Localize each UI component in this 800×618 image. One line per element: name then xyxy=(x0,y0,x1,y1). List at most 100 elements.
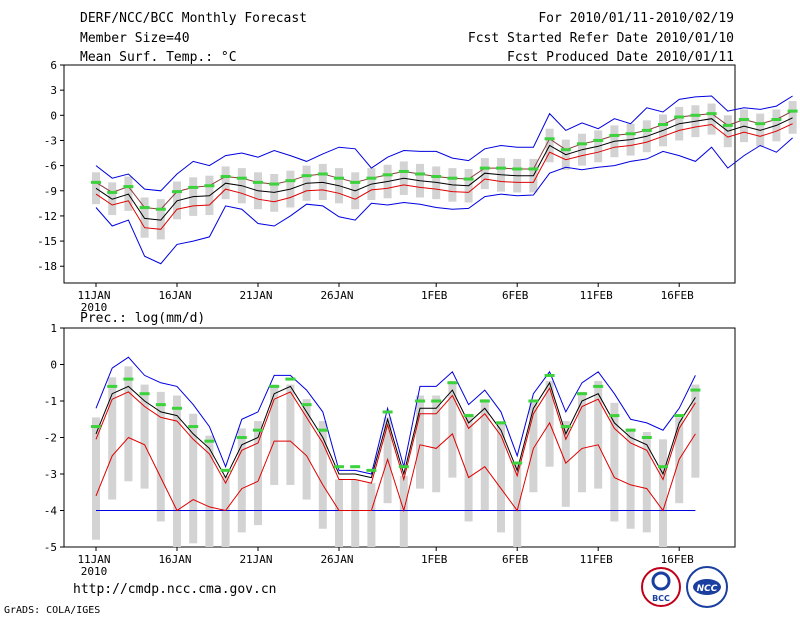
x-tick-label: 26JAN xyxy=(320,553,353,566)
spread-box xyxy=(626,428,635,529)
spread-box xyxy=(448,380,457,478)
plot-frame xyxy=(63,64,736,284)
obs-marker xyxy=(463,177,474,181)
x-tick-label: 6FEB xyxy=(502,553,529,566)
obs-marker xyxy=(690,388,701,392)
obs-marker xyxy=(479,399,490,403)
obs-marker xyxy=(301,174,312,178)
obs-marker xyxy=(528,399,539,403)
obs-marker xyxy=(771,118,782,121)
y-tick-label: -12 xyxy=(37,210,57,223)
obs-marker xyxy=(366,176,377,180)
obs-marker xyxy=(447,381,458,385)
obs-marker xyxy=(625,428,636,432)
obs-marker xyxy=(706,112,717,116)
obs-marker xyxy=(641,436,652,439)
spread-box xyxy=(659,439,667,547)
spread-box xyxy=(205,435,214,547)
obs-marker xyxy=(350,465,361,469)
spread-box xyxy=(351,479,360,547)
forecast-range-label: For 2010/01/11-2010/02/19 xyxy=(538,11,734,26)
obs-marker xyxy=(236,176,247,180)
spread-box xyxy=(318,421,327,529)
obs-marker xyxy=(528,167,539,171)
obs-marker xyxy=(625,132,636,136)
produced-date-label: Fcst Produced Date 2010/01/11 xyxy=(507,50,734,65)
obs-marker xyxy=(787,109,798,113)
obs-marker xyxy=(317,428,328,432)
spread-box xyxy=(691,384,700,478)
obs-marker xyxy=(139,392,150,396)
spread-box xyxy=(335,479,343,547)
spread-box xyxy=(286,384,295,485)
obs-marker xyxy=(431,399,442,403)
obs-marker xyxy=(220,175,231,179)
x-tick-label: 16JAN xyxy=(158,553,191,566)
obs-marker xyxy=(317,172,328,176)
obs-marker xyxy=(755,122,766,126)
obs-marker xyxy=(188,185,199,189)
obs-marker xyxy=(334,176,344,180)
obs-marker xyxy=(382,410,393,414)
obs-marker xyxy=(285,377,296,381)
logos: BCC NCC xyxy=(641,566,728,608)
y-tick-label: 0 xyxy=(50,109,57,122)
obs-marker xyxy=(236,436,247,439)
obs-marker xyxy=(155,207,166,211)
obs-marker xyxy=(382,173,393,177)
obs-marker xyxy=(107,384,118,388)
obs-marker xyxy=(544,137,555,141)
obs-marker xyxy=(204,439,215,443)
y-tick-label: -1 xyxy=(44,395,57,408)
obs-marker xyxy=(739,118,749,121)
min-series-line xyxy=(95,137,793,265)
y-tick-label: -3 xyxy=(44,468,57,481)
obs-marker xyxy=(463,414,474,418)
spread-box xyxy=(221,475,230,547)
spread-box xyxy=(92,417,100,540)
obs-marker xyxy=(512,167,523,171)
y-tick-label: -3 xyxy=(44,134,57,147)
obs-marker xyxy=(269,384,280,388)
spread-box xyxy=(156,391,165,522)
obs-marker xyxy=(139,206,150,210)
precipitation-chart: 1 0 -1 -2 -3 -4 -5 11JAN 16JAN 21JAN 26JAN 1FEB 6FEB… xyxy=(44,322,736,578)
x-tick-label: 11FEB xyxy=(580,553,613,566)
obs-marker xyxy=(91,425,101,429)
x-year-label: 2010 xyxy=(81,301,108,314)
obs-marker xyxy=(415,399,425,403)
x-tick-label: 11FEB xyxy=(580,289,613,302)
obs-marker xyxy=(560,148,571,152)
source-url[interactable]: http://cmdp.ncc.cma.gov.cn xyxy=(73,582,277,597)
obs-marker xyxy=(350,180,361,184)
obs-marker xyxy=(155,403,166,407)
y-tick-label: -9 xyxy=(44,185,57,198)
max-series-line xyxy=(95,356,696,475)
spread-box xyxy=(464,413,473,522)
obs-marker xyxy=(253,428,263,432)
obs-marker xyxy=(204,184,215,188)
y-tick-label: -2 xyxy=(44,432,57,445)
x-tick-label: 1FEB xyxy=(421,289,448,302)
bcc-logo-icon xyxy=(641,567,681,607)
spread-box xyxy=(788,101,797,134)
y-tick-label: 6 xyxy=(50,59,57,72)
obs-marker xyxy=(415,172,425,176)
mean-series-line xyxy=(95,117,793,221)
spread-box xyxy=(594,380,603,489)
obs-marker xyxy=(658,123,668,127)
obs-marker xyxy=(577,142,587,146)
x-tick-label: 16JAN xyxy=(158,289,191,302)
y-tick-label: -6 xyxy=(44,160,57,173)
mean-series-line xyxy=(95,381,696,479)
spread-box xyxy=(561,421,570,507)
obs-marker xyxy=(577,392,587,396)
spread-box xyxy=(173,395,181,547)
obs-marker xyxy=(609,414,620,418)
obs-marker xyxy=(544,373,555,377)
obs-marker xyxy=(496,166,506,170)
obs-marker xyxy=(593,138,604,142)
obs-marker xyxy=(334,465,344,469)
obs-marker xyxy=(479,166,490,170)
